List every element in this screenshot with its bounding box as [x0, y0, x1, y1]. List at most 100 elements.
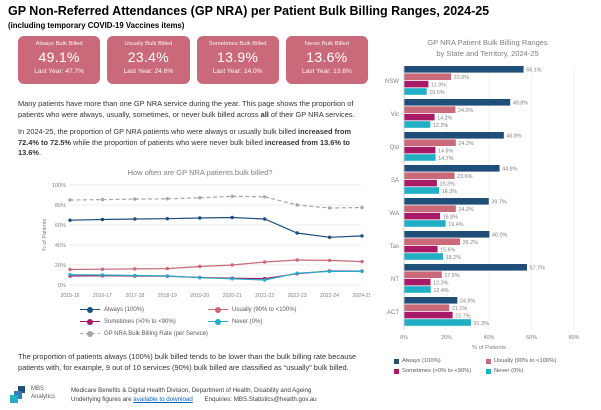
kpi-card-always[interactable]: Always Bulk Billed 49.1% Last Year: 47.7… [18, 36, 101, 84]
svg-text:12.2%: 12.2% [433, 123, 448, 129]
line-marker-icon [80, 306, 100, 313]
page-title: GP Non-Referred Attendances (GP NRA) per… [8, 4, 490, 18]
footer: MBS Analytics Medicare Benefits & Digita… [10, 386, 590, 405]
svg-text:40%: 40% [55, 243, 66, 249]
legend-swatch-icon [486, 368, 491, 374]
kpi-card-row: Always Bulk Billed 49.1% Last Year: 47.7… [18, 36, 368, 84]
svg-text:Vic: Vic [391, 112, 399, 118]
kpi-card-never[interactable]: Never Bulk Billed 13.6% Last Year: 13.6% [285, 36, 368, 84]
svg-text:22.0%: 22.0% [454, 75, 469, 81]
mbs-analytics-logo-icon [10, 386, 27, 403]
logo-text: MBS Analytics [31, 386, 56, 400]
svg-text:21.1%: 21.1% [452, 306, 467, 312]
legend-swatch-icon [394, 358, 399, 364]
svg-text:Tas: Tas [390, 244, 399, 250]
bar-legend-always[interactable]: Always (100%) [394, 358, 486, 364]
footer-text: Medicare Benefits & Digital Health Divis… [71, 386, 317, 405]
download-link[interactable]: available to download [133, 396, 193, 404]
line-marker-icon [208, 306, 228, 313]
kpi-last-year: Last Year: 14.0% [212, 68, 263, 75]
svg-text:24.9%: 24.9% [460, 299, 475, 305]
svg-text:24.0%: 24.0% [458, 108, 473, 114]
svg-text:24.2%: 24.2% [458, 207, 473, 213]
svg-text:2016-17: 2016-17 [93, 293, 112, 299]
bar-legend-never[interactable]: Never (0%) [486, 368, 596, 374]
legend-label: GP NRA Bulk Billing Rate (per Service) [104, 330, 208, 337]
legend-swatch-icon [486, 358, 491, 364]
kpi-value: 49.1% [38, 49, 80, 65]
svg-text:2017-18: 2017-18 [125, 293, 144, 299]
legend-item-never[interactable]: Never (0%) [208, 318, 262, 325]
kpi-label: Never Bulk Billed [304, 41, 349, 47]
bar-chart-subtitle: by State and Territory, 2024-25 [436, 49, 539, 58]
footer-org-line: Medicare Benefits & Digital Health Divis… [71, 387, 312, 394]
legend-item-bb-rate[interactable]: GP NRA Bulk Billing Rate (per Service) [80, 330, 208, 337]
svg-text:2015-16: 2015-16 [60, 293, 79, 299]
svg-text:2021-22: 2021-22 [255, 293, 274, 299]
svg-text:40.0%: 40.0% [492, 233, 507, 239]
kpi-value: 13.6% [306, 49, 348, 65]
svg-text:100%: 100% [52, 183, 66, 189]
legend-item-usually[interactable]: Usually (90% to <100%) [208, 306, 297, 313]
footer-enquiries: Enquiries: MBS.Statistics@health.gov.au [204, 396, 317, 404]
svg-text:18.2%: 18.2% [446, 255, 461, 261]
bar-chart-title: GP NRA Patient Bulk Billing Ranges [427, 38, 548, 47]
svg-text:80%: 80% [55, 203, 66, 209]
kpi-card-sometimes[interactable]: Sometimes Bulk Billed 13.9% Last Year: 1… [196, 36, 279, 84]
legend-label: Never (0%) [232, 318, 263, 325]
kpi-last-year: Last Year: 47.7% [34, 68, 85, 75]
svg-text:2022-23: 2022-23 [288, 293, 307, 299]
svg-text:14.2%: 14.2% [437, 115, 452, 121]
dashed-line-marker-icon [80, 330, 100, 337]
svg-text:22.7%: 22.7% [455, 313, 470, 319]
svg-text:12.3%: 12.3% [433, 280, 448, 286]
line-marker-icon [80, 318, 100, 325]
svg-text:60%: 60% [526, 335, 537, 341]
line-chart-title: How often are GP NRA patients bulk bille… [127, 168, 273, 177]
svg-text:20%: 20% [441, 335, 452, 341]
svg-text:ACT: ACT [387, 310, 399, 316]
svg-text:60%: 60% [55, 223, 66, 229]
legend-swatch-icon [394, 368, 399, 374]
svg-text:2024-25: 2024-25 [352, 293, 370, 299]
svg-text:57.7%: 57.7% [530, 266, 545, 272]
bar-legend-sometimes[interactable]: Sometimes (>0% to <90%) [394, 368, 486, 374]
svg-text:31.3%: 31.3% [474, 321, 489, 327]
line-chart[interactable]: 0% 20% 40% 60% 80% 100% % of Patients 2015-16 20… [38, 178, 370, 302]
kpi-label: Sometimes Bulk Billed [208, 41, 267, 47]
legend-item-sometimes[interactable]: Sometimes (>0% to <90%) [80, 318, 176, 325]
kpi-last-year: Last Year: 24.6% [123, 68, 174, 75]
legend-label: Usually (90% to <100%) [232, 306, 297, 313]
svg-text:WA: WA [390, 211, 399, 217]
svg-text:% of Patients: % of Patients [472, 345, 506, 351]
footnote: The proportion of patients always (100%)… [18, 352, 357, 372]
svg-text:56.1%: 56.1% [526, 68, 541, 74]
svg-text:2023-24: 2023-24 [320, 293, 339, 299]
svg-text:15.6%: 15.6% [440, 247, 455, 253]
svg-text:46.8%: 46.8% [506, 134, 521, 140]
legend-item-always[interactable]: Always (100%) [80, 306, 144, 313]
bar-chart[interactable]: 0% 20% 40% 60% 80% NSW 56.1% 22.0% 11.3% 10.5% Vic… [374, 62, 601, 356]
svg-text:26.2%: 26.2% [463, 240, 478, 246]
legend-label: Always (100%) [104, 306, 145, 313]
svg-text:0%: 0% [58, 283, 66, 289]
legend-label: Sometimes (>0% to <90%) [104, 318, 176, 325]
kpi-value: 13.9% [217, 49, 259, 65]
svg-text:80%: 80% [569, 335, 580, 341]
line-marker-icon [208, 318, 228, 325]
svg-text:15.3%: 15.3% [440, 181, 455, 187]
svg-text:20%: 20% [55, 263, 66, 269]
kpi-last-year: Last Year: 13.6% [301, 68, 352, 75]
kpi-card-usually[interactable]: Usually Bulk Billed 23.4% Last Year: 24.… [107, 36, 190, 84]
svg-text:14.7%: 14.7% [438, 156, 453, 162]
intro-paragraph-1: Many patients have more than one GP NRA … [18, 99, 355, 119]
bar-legend-usually[interactable]: Usually (90% to <100%) [486, 358, 596, 364]
svg-text:23.6%: 23.6% [457, 174, 472, 180]
svg-text:16.8%: 16.8% [443, 214, 458, 220]
svg-text:19.4%: 19.4% [448, 222, 463, 228]
svg-text:NSW: NSW [385, 79, 399, 85]
intro-paragraph-2: In 2024-25, the proportion of GP NRA pat… [18, 127, 352, 158]
svg-text:2019-20: 2019-20 [190, 293, 209, 299]
svg-text:11.3%: 11.3% [431, 82, 446, 88]
